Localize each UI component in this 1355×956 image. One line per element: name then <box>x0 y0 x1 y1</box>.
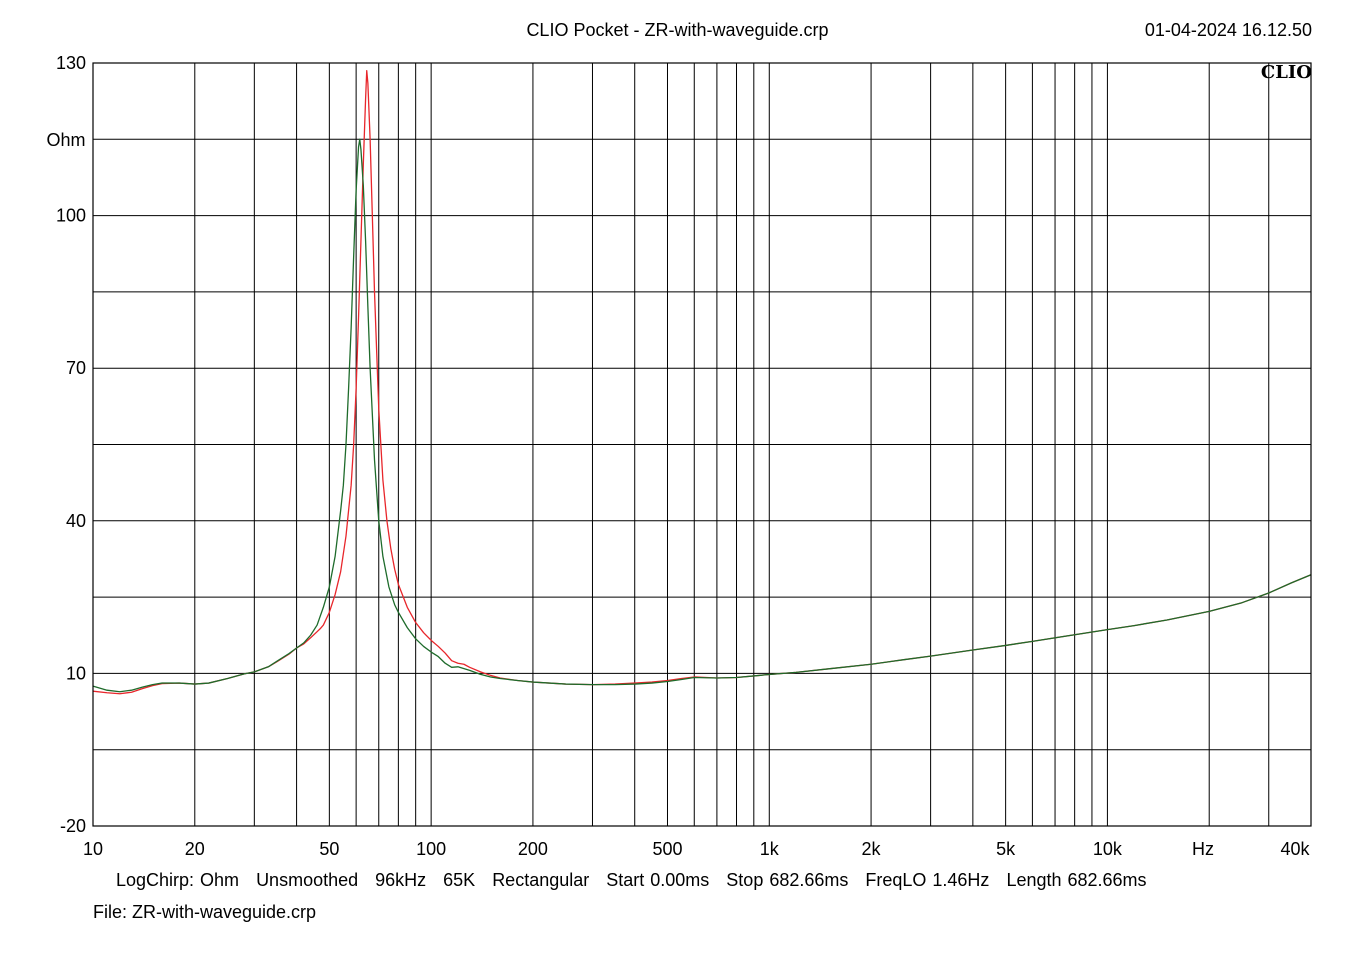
setting-item: 65K <box>443 870 476 890</box>
series-line-2 <box>92 138 1312 693</box>
setting-item: 96kHz <box>375 870 427 890</box>
x-tick-label: 5k <box>996 839 1016 859</box>
setting-item: Length 682.66ms <box>1006 870 1147 890</box>
x-tick-label: 20 <box>185 839 205 859</box>
clio-logo: CLIO <box>1261 62 1312 83</box>
setting-item: Stop 682.66ms <box>726 870 849 890</box>
x-tick-label: 40k <box>1280 839 1310 859</box>
x-axis-ticks: 10 20 50 100 200 500 1k 2k 5k 10k 40k <box>83 839 1311 859</box>
y-tick-label: 70 <box>66 358 86 378</box>
file-name: File: ZR-with-waveguide.crp <box>93 902 317 922</box>
x-tick-label: 2k <box>862 839 882 859</box>
y-tick-label: 130 <box>56 53 86 73</box>
setting-item: Unsmoothed <box>256 870 359 890</box>
setting-item: FreqLO 1.46Hz <box>865 870 990 890</box>
y-tick-label: 10 <box>66 663 86 683</box>
series-line-1 <box>92 69 1312 695</box>
measurement-settings: LogChirp: Ohm Unsmoothed 96kHz 65K Rectangul… <box>116 870 1164 891</box>
chart-title: CLIO Pocket - ZR-with-waveguide.crp <box>526 20 829 40</box>
y-tick-label: 40 <box>66 511 86 531</box>
x-tick-label: 10 <box>83 839 103 859</box>
setting-item: Rectangular <box>492 870 590 890</box>
chart-grid <box>93 63 1311 826</box>
y-axis-unit-label: Ohm <box>46 130 85 150</box>
setting-item: Start 0.00ms <box>606 870 710 890</box>
chart-series <box>92 69 1312 695</box>
x-tick-label: 10k <box>1093 839 1123 859</box>
x-tick-label: 50 <box>319 839 339 859</box>
x-tick-label: 1k <box>760 839 780 859</box>
setting-item: LogChirp: Ohm <box>116 870 240 890</box>
y-tick-label: -20 <box>60 816 86 836</box>
plot-frame <box>92 62 1312 827</box>
x-axis-unit-label: Hz <box>1192 839 1214 859</box>
measurement-timestamp: 01-04-2024 16.12.50 <box>1144 20 1312 40</box>
y-tick-label: 100 <box>56 206 86 226</box>
y-axis-ticks: 130 100 70 40 10 -20 <box>56 53 86 836</box>
x-tick-label: 100 <box>416 839 446 859</box>
x-tick-label: 200 <box>518 839 548 859</box>
x-tick-label: 500 <box>652 839 682 859</box>
